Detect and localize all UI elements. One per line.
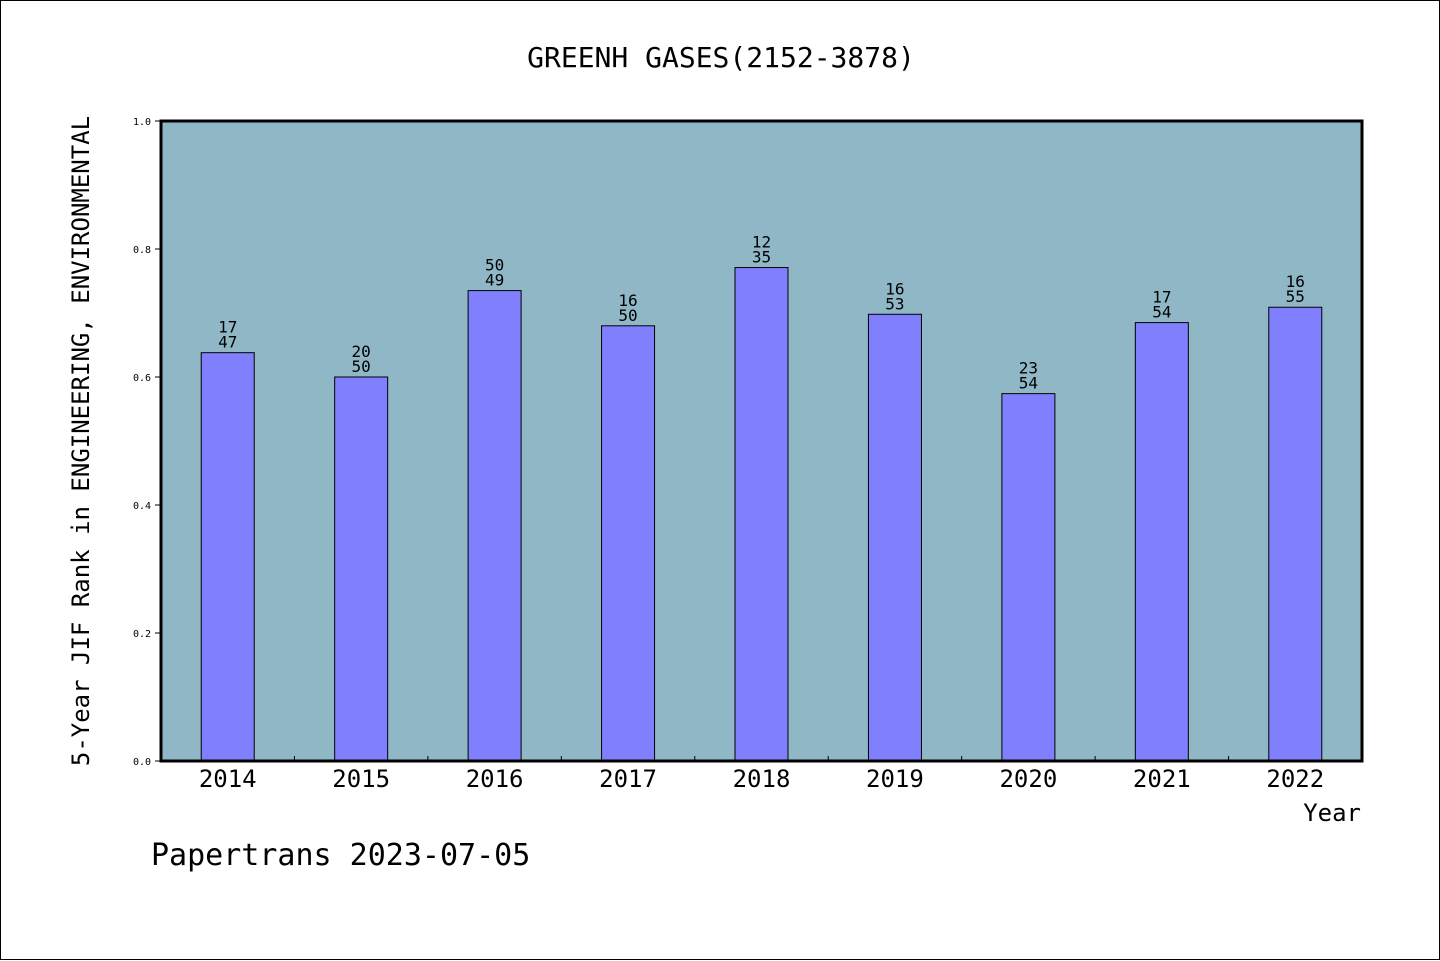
bar-rank-label: 16 (1286, 272, 1305, 291)
y-tick-label: 0.4 (133, 501, 151, 512)
bar (1268, 306, 1323, 762)
bar (734, 267, 789, 762)
plot-border (159, 119, 1364, 763)
bar-rank-label: 20 (352, 342, 371, 361)
bar-rank-label: 16 (885, 279, 904, 298)
x-tick-label: 2018 (733, 765, 791, 793)
bar (200, 352, 255, 762)
bar-rank-label: 12 (752, 233, 771, 252)
x-tick-label: 2020 (999, 765, 1057, 793)
x-tick-label: 2015 (332, 765, 390, 793)
bar (334, 376, 389, 762)
bar-rank-label: 16 (618, 291, 637, 310)
x-axis: 2014 2015 2016 2017 2018 2019 2020 2021 2022 (199, 756, 1324, 793)
bar-total-label: 55 (1286, 287, 1305, 306)
bar-rank-label: 17 (218, 318, 237, 337)
y-axis: 0.0 0.2 0.4 0.6 0.8 1.0 (133, 117, 161, 768)
x-tick-label: 2017 (599, 765, 657, 793)
x-axis-label: Year (1303, 799, 1361, 827)
bar-total-label: 47 (218, 333, 237, 352)
y-tick-label: 0.8 (133, 245, 151, 256)
y-tick-label: 0.6 (133, 373, 151, 384)
y-tick-label: 0.0 (133, 757, 151, 768)
bar-total-label: 50 (352, 357, 371, 376)
bar-rank-label: 50 (485, 256, 504, 275)
bar-total-label: 50 (618, 306, 637, 325)
bar (1134, 322, 1189, 762)
x-tick-label: 2014 (199, 765, 257, 793)
chart-title: GREENH GASES(2152-3878) (527, 41, 915, 74)
x-tick-label: 2021 (1133, 765, 1191, 793)
x-tick-label: 2016 (466, 765, 524, 793)
bar-total-label: 54 (1152, 303, 1171, 322)
bar-total-label: 49 (485, 271, 504, 290)
x-tick-label: 2022 (1266, 765, 1324, 793)
bar-total-label: 35 (752, 248, 771, 267)
bar (867, 313, 922, 762)
bar-total-label: 53 (885, 294, 904, 313)
bar (467, 290, 522, 762)
y-tick-label: 1.0 (133, 117, 151, 128)
footer-text: Papertrans 2023-07-05 (151, 838, 530, 873)
bar-rank-label: 17 (1152, 288, 1171, 307)
bar-total-label: 54 (1019, 374, 1038, 393)
bar (1001, 393, 1056, 762)
y-tick-label: 0.2 (133, 629, 151, 640)
x-tick-label: 2019 (866, 765, 924, 793)
bar (601, 325, 656, 762)
bar-rank-label: 23 (1019, 359, 1038, 378)
y-axis-label: 5-Year JIF Rank in ENGINEERING, ENVIRONM… (67, 116, 95, 766)
